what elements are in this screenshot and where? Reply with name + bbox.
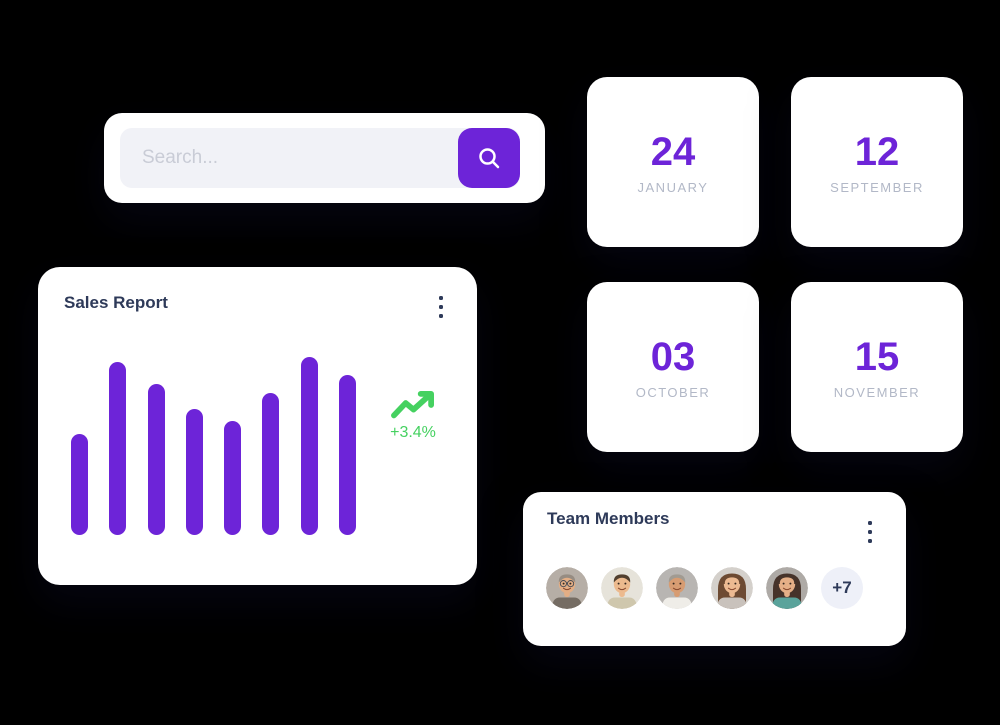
date-card: 03 OCTOBER: [587, 282, 759, 452]
team-avatar[interactable]: [711, 567, 753, 609]
search-card: [104, 113, 545, 203]
date-day: 15: [854, 335, 900, 379]
avatar-row: +7: [546, 567, 863, 609]
avatar-overflow-badge[interactable]: +7: [821, 567, 863, 609]
team-members-title: Team Members: [547, 509, 670, 528]
chart-bar: [185, 409, 203, 535]
date-card: 12 SEPTEMBER: [791, 77, 963, 247]
team-avatar[interactable]: [546, 567, 588, 609]
kebab-menu-icon: [439, 296, 443, 318]
chart-bar: [109, 362, 127, 535]
date-day: 12: [854, 130, 900, 174]
team-avatar[interactable]: [766, 567, 808, 609]
date-month: NOVEMBER: [833, 385, 921, 400]
search-input[interactable]: [120, 128, 520, 188]
search-button[interactable]: [458, 128, 520, 188]
kebab-menu-icon: [868, 521, 872, 543]
team-avatar[interactable]: [656, 567, 698, 609]
sales-report-card: Sales Report +3.4%: [38, 267, 477, 585]
trending-up-icon: [384, 388, 442, 422]
chart-bar: [147, 384, 165, 535]
date-day: 03: [650, 335, 696, 379]
chart-bar: [71, 434, 88, 535]
team-members-menu-button[interactable]: [862, 518, 878, 546]
sales-report-menu-button[interactable]: [433, 293, 449, 321]
chart-bar: [224, 421, 242, 535]
chart-bar: [300, 357, 318, 535]
chart-bar: [339, 375, 357, 535]
team-members-card: Team Members +7: [523, 492, 906, 646]
sales-report-title: Sales Report: [64, 293, 168, 312]
date-month: SEPTEMBER: [830, 180, 924, 195]
date-month: JANUARY: [637, 180, 709, 195]
trend-value: +3.4%: [390, 424, 436, 441]
team-avatar[interactable]: [601, 567, 643, 609]
date-card: 15 NOVEMBER: [791, 282, 963, 452]
chart-bar: [262, 393, 280, 535]
trend-indicator: +3.4%: [384, 388, 442, 442]
search-icon: [476, 145, 503, 172]
date-month: OCTOBER: [635, 385, 711, 400]
date-card-grid: 24 JANUARY 12 SEPTEMBER 03 OCTOBER 15 NOVEMBER: [587, 77, 963, 452]
date-day: 24: [650, 130, 696, 174]
bar-chart: [71, 357, 357, 535]
date-card: 24 JANUARY: [587, 77, 759, 247]
